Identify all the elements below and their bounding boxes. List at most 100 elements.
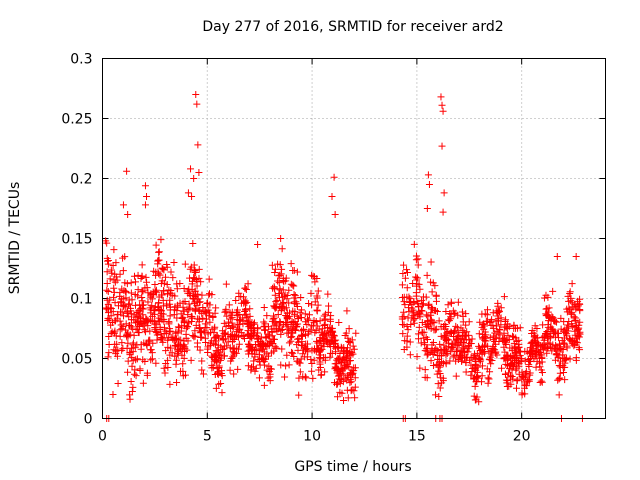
data-point — [235, 340, 243, 348]
data-point — [117, 321, 125, 329]
data-point — [460, 347, 468, 355]
data-point — [206, 318, 214, 326]
data-point — [501, 354, 509, 362]
data-point — [148, 317, 156, 325]
data-point — [229, 353, 237, 361]
data-point — [294, 357, 302, 365]
data-point — [221, 308, 229, 316]
data-point — [486, 368, 494, 376]
data-point — [487, 349, 495, 357]
data-point — [564, 321, 572, 329]
data-point — [293, 312, 301, 320]
data-point — [154, 257, 162, 265]
data-point — [188, 193, 196, 200]
data-point — [511, 354, 519, 362]
data-point — [422, 311, 430, 319]
data-point — [139, 287, 147, 295]
data-point — [487, 318, 495, 326]
data-point — [173, 378, 181, 386]
data-point — [289, 281, 297, 289]
data-point — [314, 301, 322, 309]
data-point — [477, 356, 485, 364]
data-point — [162, 347, 170, 355]
data-point — [148, 295, 156, 303]
data-point — [162, 273, 170, 281]
data-point — [545, 333, 553, 341]
data-point — [149, 339, 157, 347]
data-point — [151, 325, 159, 333]
data-point — [155, 248, 163, 256]
data-point — [122, 287, 130, 295]
data-point — [505, 365, 513, 373]
data-point — [155, 314, 163, 322]
data-point — [271, 291, 279, 299]
data-point — [163, 302, 171, 310]
data-point — [330, 332, 338, 340]
data-point — [340, 347, 348, 355]
data-point — [195, 318, 203, 326]
data-point — [124, 368, 132, 376]
data-point — [151, 288, 159, 296]
data-point — [481, 310, 489, 318]
data-point — [186, 274, 194, 282]
data-point — [462, 336, 470, 344]
data-point — [421, 341, 429, 349]
data-point — [276, 271, 284, 279]
data-point — [124, 211, 132, 218]
data-point — [321, 336, 329, 344]
data-point — [226, 309, 234, 317]
data-point — [544, 321, 552, 329]
data-point — [198, 366, 206, 374]
data-point — [438, 101, 446, 109]
data-point — [250, 357, 258, 365]
data-point — [136, 301, 144, 309]
data-point — [125, 301, 133, 309]
data-point — [193, 100, 201, 108]
data-point — [571, 316, 579, 324]
data-point — [462, 321, 470, 329]
data-point — [344, 394, 352, 402]
data-point — [249, 345, 257, 353]
data-point — [415, 311, 423, 319]
data-point — [145, 336, 153, 344]
data-point — [122, 288, 130, 296]
data-point — [351, 364, 359, 372]
data-point — [180, 307, 188, 315]
data-point — [154, 328, 162, 336]
data-point — [131, 278, 139, 286]
data-point — [326, 353, 334, 361]
x-tick-label: 10 — [303, 429, 321, 445]
data-point — [297, 294, 305, 302]
data-point — [542, 330, 550, 338]
data-point — [241, 298, 249, 306]
data-point — [173, 285, 181, 293]
data-point — [119, 201, 127, 209]
data-point — [568, 308, 576, 316]
data-point — [536, 363, 544, 371]
data-point — [283, 295, 291, 303]
data-point — [430, 326, 438, 334]
data-point — [126, 348, 134, 356]
data-point — [223, 312, 231, 320]
data-point — [480, 325, 488, 333]
data-point — [527, 348, 535, 356]
data-point — [104, 257, 112, 265]
data-point — [157, 236, 165, 244]
data-point — [259, 339, 267, 347]
data-point — [473, 393, 481, 401]
data-point — [486, 356, 494, 364]
data-point — [278, 289, 286, 297]
data-point — [423, 374, 431, 382]
data-point — [147, 356, 155, 364]
data-point — [313, 275, 321, 283]
data-point — [285, 361, 293, 369]
data-point — [334, 393, 342, 401]
data-point — [503, 323, 511, 331]
data-point — [464, 348, 472, 356]
data-point — [324, 308, 332, 316]
data-point — [317, 364, 325, 372]
data-point — [447, 310, 455, 318]
data-point — [182, 334, 190, 342]
data-point — [496, 326, 504, 334]
data-point — [551, 317, 559, 325]
